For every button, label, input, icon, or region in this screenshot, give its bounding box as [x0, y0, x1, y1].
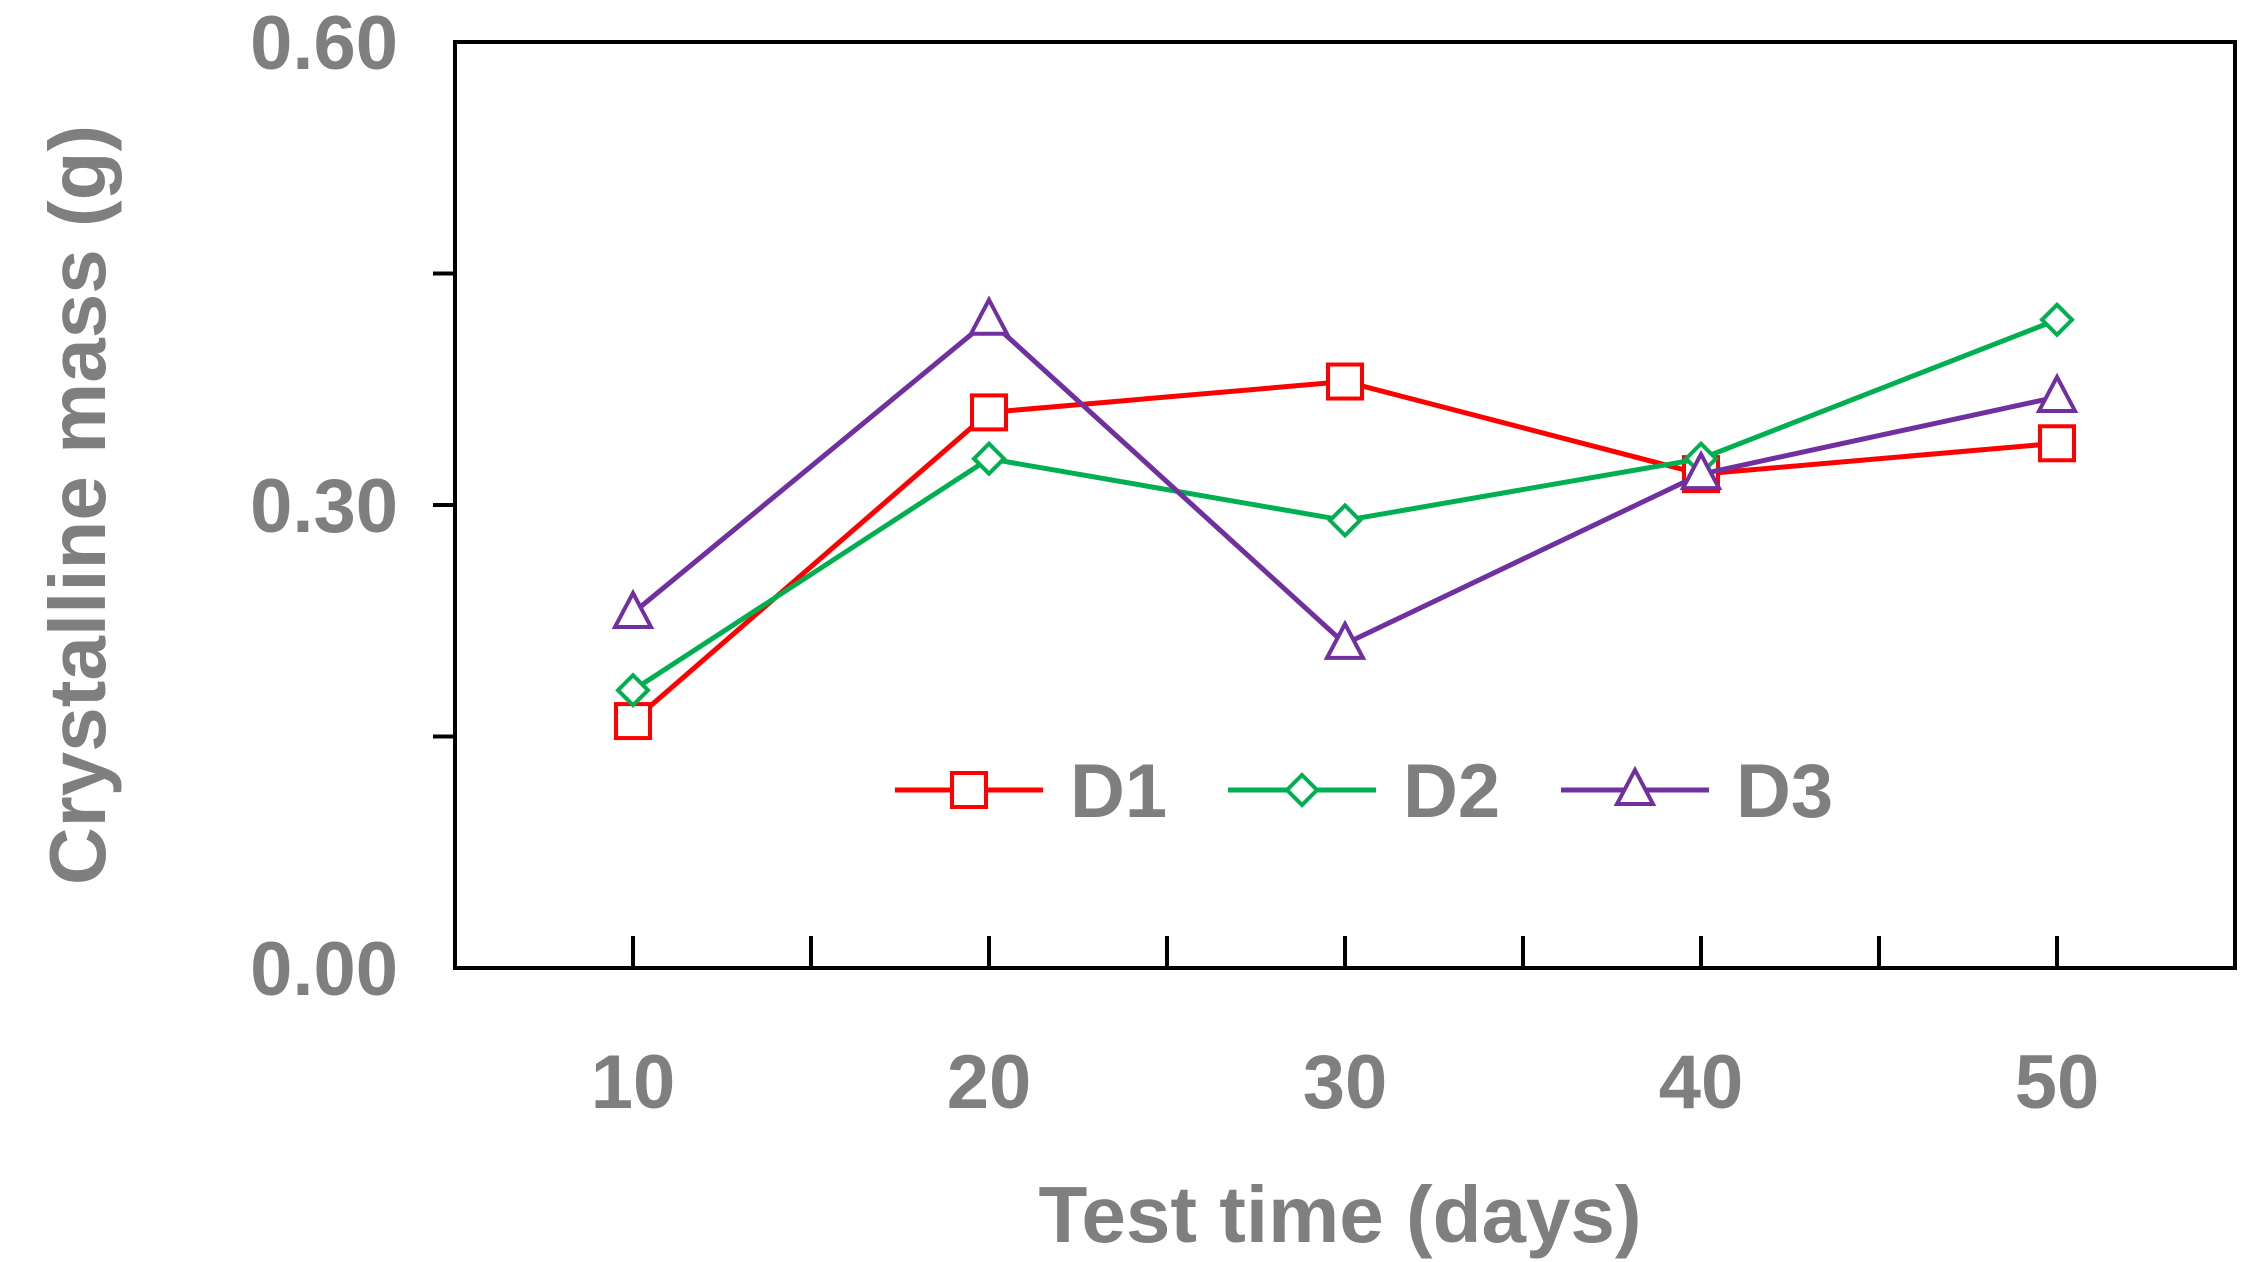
data-point-d1: [1326, 362, 1364, 401]
data-point-d1: [970, 393, 1008, 432]
y-tick-label: 0.30: [250, 464, 398, 549]
legend-label: D2: [1403, 749, 1500, 834]
x-tick-label: 20: [947, 1040, 1032, 1125]
legend-item-d3: D3: [1561, 749, 1833, 834]
data-point-d1: [614, 702, 652, 741]
data-point-d1: [2038, 424, 2076, 463]
y-tick-label: 0.60: [250, 1, 398, 86]
legend-marker-diamond: [1284, 772, 1320, 808]
legend-label: D3: [1736, 749, 1833, 834]
data-point-d2: [615, 672, 651, 709]
series-d3: [611, 295, 2079, 660]
y-axis-ticks: 0.00 0.30 0.60: [250, 1, 455, 1012]
x-axis-title: Test time (days): [1038, 1170, 1641, 1259]
legend-marker-square: [950, 771, 988, 809]
legend-label: D1: [1070, 749, 1167, 834]
legend-marker-triangle: [1613, 765, 1657, 806]
y-axis-title: Crystalline mass (g): [33, 125, 122, 885]
data-point-d3: [611, 588, 655, 630]
data-point-d3: [1679, 449, 1723, 491]
data-point-d2: [2039, 301, 2075, 338]
data-point-d2: [971, 440, 1007, 477]
data-point-d3: [2035, 372, 2079, 413]
legend: D1 D2 D3: [895, 749, 1833, 834]
x-tick-label: 50: [2015, 1040, 2100, 1125]
data-point-d3: [1323, 619, 1367, 660]
data-point-d3: [967, 295, 1011, 336]
data-point-d2: [1327, 502, 1363, 539]
legend-item-d2: D2: [1228, 749, 1500, 834]
x-tick-label: 10: [591, 1040, 676, 1125]
x-tick-label: 40: [1659, 1040, 1744, 1125]
y-tick-label: 0.00: [250, 927, 398, 1012]
series-layer: [611, 295, 2079, 741]
x-tick-label: 30: [1303, 1040, 1388, 1125]
legend-item-d1: D1: [895, 749, 1167, 834]
x-axis-ticks: 10 20 30 40 50: [591, 936, 2100, 1125]
series-d1: [614, 362, 2076, 741]
